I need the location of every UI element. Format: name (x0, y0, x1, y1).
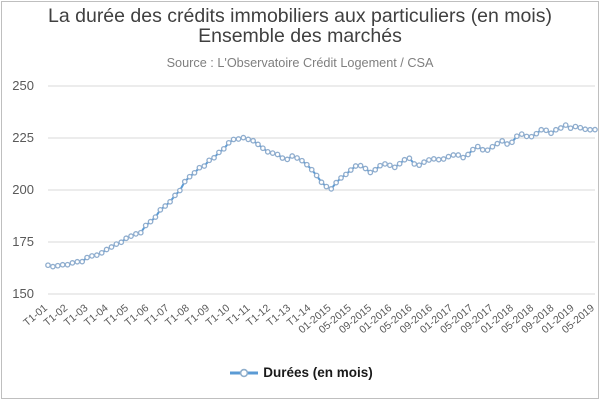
svg-text:250: 250 (12, 78, 34, 93)
svg-text:175: 175 (12, 234, 34, 249)
svg-text:225: 225 (12, 130, 34, 145)
svg-text:200: 200 (12, 182, 34, 197)
svg-text:150: 150 (12, 286, 34, 301)
